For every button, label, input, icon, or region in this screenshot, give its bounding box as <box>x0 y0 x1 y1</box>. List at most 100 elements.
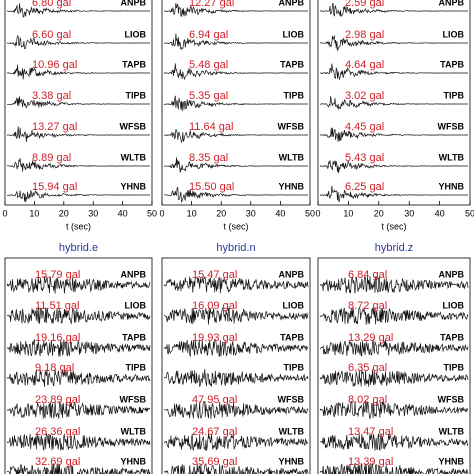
waveform <box>319 127 468 142</box>
x-tick-label: 50 <box>147 208 157 218</box>
station-label: LIOB <box>443 300 465 310</box>
station-label: WFSB <box>438 121 465 131</box>
waveform <box>319 2 468 17</box>
panel-frame <box>317 257 471 474</box>
waveform <box>319 400 468 419</box>
amplitude-label: 16.09 gal <box>192 300 237 312</box>
waveform <box>319 462 469 474</box>
amplitude-label: 4.64 gal <box>345 59 384 71</box>
amplitude-label: 15.47 gal <box>192 269 237 281</box>
x-tick-label: 40 <box>275 208 285 218</box>
waveform <box>163 33 308 50</box>
station-label: YHNB <box>438 181 464 191</box>
station-label: LIOB <box>283 29 305 39</box>
waveform <box>319 160 468 174</box>
x-tick-label: 50 <box>305 208 315 218</box>
x-tick-label: 0 <box>315 208 320 218</box>
waveform <box>163 463 309 474</box>
amplitude-label: 15.79 gal <box>35 269 80 281</box>
station-label: TIPB <box>283 90 304 100</box>
amplitude-label: 47.95 gal <box>192 394 237 406</box>
station-label: ANPB <box>438 269 464 279</box>
station-label: YHNB <box>438 456 464 466</box>
station-label: TAPB <box>122 332 146 342</box>
waveform <box>7 96 150 109</box>
amplitude-label: 6.80 gal <box>32 0 71 9</box>
station-label: TAPB <box>440 59 464 69</box>
waveform <box>319 339 469 357</box>
x-tick-label: 10 <box>187 208 197 218</box>
x-axis-label: t (sec) <box>66 221 91 231</box>
amplitude-label: 6.35 gal <box>348 362 387 374</box>
x-axis-label: t (sec) <box>223 221 248 231</box>
station-label: TAPB <box>280 59 304 69</box>
amplitude-label: 5.48 gal <box>189 59 228 71</box>
waveform <box>6 339 151 357</box>
amplitude-label: 13.27 gal <box>32 121 77 133</box>
waveform <box>164 129 308 144</box>
panel-title: hybrid.e <box>59 242 98 254</box>
station-label: WFSB <box>438 394 465 404</box>
station-label: LIOB <box>443 29 465 39</box>
station-label: TIPB <box>443 90 464 100</box>
waveform <box>319 34 468 52</box>
x-tick-label: 0 <box>159 208 164 218</box>
waveform <box>6 3 150 18</box>
amplitude-label: 13.29 gal <box>348 332 393 344</box>
station-label: LIOB <box>283 300 305 310</box>
waveform <box>163 306 309 325</box>
station-label: WLTB <box>121 426 147 436</box>
waveform <box>163 401 309 419</box>
amplitude-label: 6.94 gal <box>189 29 228 41</box>
amplitude-label: 15.50 gal <box>189 181 234 193</box>
panel-frame <box>4 0 153 206</box>
waveform <box>319 369 469 387</box>
amplitude-label: 6.84 gal <box>348 269 387 281</box>
station-label: TIPB <box>283 362 304 372</box>
x-tick-label: 30 <box>88 208 98 218</box>
waveform <box>6 433 151 452</box>
waveform <box>163 433 308 451</box>
x-tick-label: 10 <box>29 208 39 218</box>
amplitude-label: 19.93 gal <box>192 332 237 344</box>
waveform <box>319 275 469 294</box>
waveform <box>319 185 468 203</box>
x-tick-label: 0 <box>2 208 7 218</box>
station-label: WFSB <box>120 394 147 404</box>
amplitude-label: 11.51 gal <box>35 300 79 312</box>
station-label: WLTB <box>279 426 305 436</box>
waveform <box>163 95 308 112</box>
waveform <box>164 157 308 173</box>
amplitude-label: 2.59 gal <box>345 0 384 9</box>
amplitude-label: 23.89 gal <box>35 394 80 406</box>
waveform <box>319 63 468 81</box>
panel-frame <box>161 0 311 206</box>
x-tick-label: 30 <box>404 208 414 218</box>
amplitude-label: 13.39 gal <box>348 456 393 468</box>
amplitude-label: 8.35 gal <box>189 152 228 164</box>
station-label: TIPB <box>443 362 464 372</box>
station-label: LIOB <box>125 29 147 39</box>
waveform <box>6 126 150 142</box>
station-label: LIOB <box>125 300 147 310</box>
station-label: WLTB <box>121 152 147 162</box>
station-label: YHNB <box>278 456 304 466</box>
amplitude-label: 6.25 gal <box>345 181 384 193</box>
waveform <box>163 63 308 81</box>
waveform <box>320 433 469 452</box>
amplitude-label: 8.02 gal <box>348 394 387 406</box>
station-label: YHNB <box>120 456 146 466</box>
waveform <box>163 338 308 358</box>
panel-frame <box>317 0 471 206</box>
station-label: TAPB <box>122 59 146 69</box>
waveform <box>6 307 151 325</box>
waveform <box>164 186 308 203</box>
station-label: ANPB <box>278 269 304 279</box>
waveform <box>6 158 150 172</box>
amplitude-label: 15.94 gal <box>32 181 77 193</box>
x-tick-label: 40 <box>435 208 445 218</box>
waveform <box>319 306 469 325</box>
waveform <box>319 96 468 110</box>
amplitude-label: 11.64 gal <box>189 121 233 133</box>
amplitude-label: 5.43 gal <box>345 152 384 164</box>
